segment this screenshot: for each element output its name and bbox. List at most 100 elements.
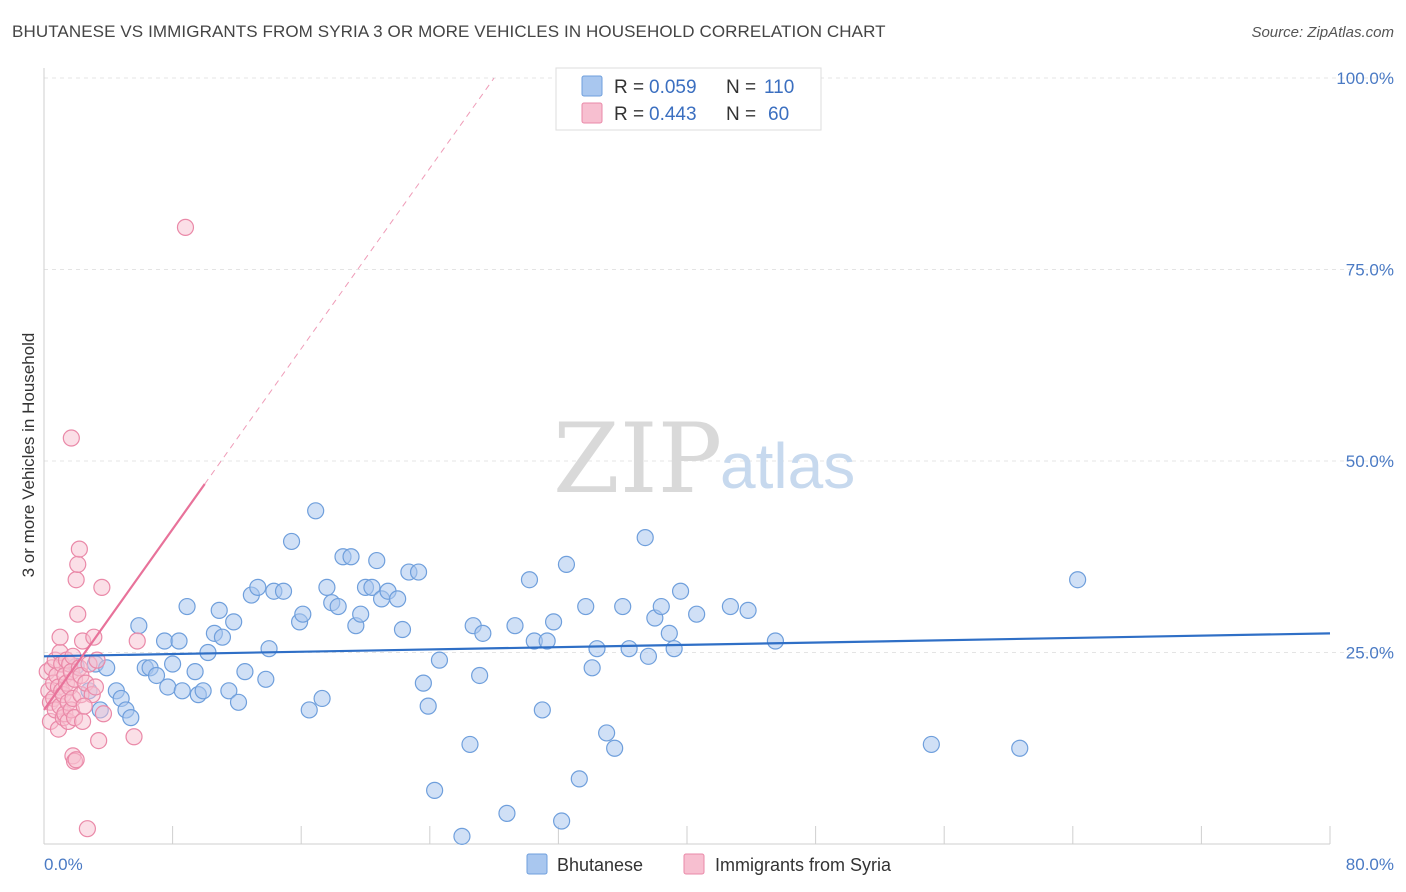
bhutanese-point-97 bbox=[1069, 571, 1087, 589]
bhutanese-point-77 bbox=[583, 659, 601, 677]
bhutanese-point-29 bbox=[236, 663, 254, 681]
watermark: ZIP atlas bbox=[553, 403, 855, 515]
legend-swatch-pink bbox=[581, 102, 603, 124]
bhutanese-point-27 bbox=[225, 613, 243, 631]
bhutanese-point-13 bbox=[155, 632, 174, 650]
bhutanese-point-19 bbox=[186, 663, 204, 681]
bhutanese-point-67 bbox=[506, 617, 524, 635]
bhutanese-point-61 bbox=[430, 651, 449, 669]
bhutanese-point-71 bbox=[538, 632, 556, 650]
syria-point-32 bbox=[62, 429, 80, 447]
legend-r-value-2: 0.443 bbox=[649, 104, 697, 125]
syria-points bbox=[38, 218, 195, 838]
bhutanese-point-58 bbox=[414, 674, 432, 692]
syria-trend-extension bbox=[204, 77, 495, 485]
legend-swatch-blue bbox=[581, 75, 603, 97]
bhutanese-point-25 bbox=[213, 628, 232, 646]
bottom-legend-swatch-blue bbox=[526, 853, 548, 875]
y-axis-tick-labels: 25.0% 50.0% 75.0% 100.0% bbox=[1336, 69, 1394, 663]
bhutanese-point-75 bbox=[570, 770, 588, 788]
bhutanese-point-93 bbox=[766, 632, 785, 650]
syria-point-54 bbox=[125, 728, 143, 746]
y-tick-label-25: 25.0% bbox=[1346, 644, 1394, 663]
bhutanese-point-33 bbox=[260, 640, 278, 658]
syria-point-52 bbox=[93, 578, 111, 596]
syria-point-39 bbox=[70, 540, 88, 558]
bhutanese-points bbox=[67, 502, 1087, 845]
bhutanese-point-91 bbox=[721, 597, 740, 616]
bhutanese-point-41 bbox=[313, 689, 331, 708]
y-tick-label-75: 75.0% bbox=[1346, 261, 1394, 280]
bhutanese-point-24 bbox=[210, 601, 228, 619]
legend-n-value-1: 110 bbox=[764, 77, 794, 98]
syria-trend-line bbox=[43, 483, 206, 711]
bhutanese-point-32 bbox=[257, 670, 275, 688]
syria-point-51 bbox=[90, 731, 108, 750]
series-legend: Bhutanese Immigrants from Syria bbox=[526, 853, 892, 875]
bhutanese-point-12 bbox=[147, 666, 166, 685]
y-tick-label-50: 50.0% bbox=[1346, 452, 1394, 471]
legend-r-label-1: R = bbox=[614, 77, 644, 98]
bhutanese-point-74 bbox=[557, 555, 576, 574]
bhutanese-point-51 bbox=[368, 551, 386, 570]
bhutanese-point-62 bbox=[461, 735, 479, 754]
bhutanese-point-46 bbox=[342, 548, 360, 566]
bhutanese-point-83 bbox=[636, 528, 654, 547]
bhutanese-point-15 bbox=[164, 655, 182, 673]
bhutanese-point-90 bbox=[688, 605, 706, 623]
bhutanese-point-94 bbox=[453, 827, 471, 845]
legend-n-label-2: N = bbox=[726, 104, 756, 125]
bhutanese-point-26 bbox=[220, 682, 238, 700]
bhutanese-point-39 bbox=[300, 701, 318, 719]
gridlines bbox=[44, 77, 1394, 653]
bhutanese-point-81 bbox=[614, 597, 632, 616]
source-label: Source: ZipAtlas.com bbox=[1251, 24, 1394, 41]
syria-point-38 bbox=[69, 605, 87, 623]
bhutanese-point-36 bbox=[282, 532, 301, 551]
legend-n-value-2: 60 bbox=[768, 104, 789, 125]
bhutanese-point-70 bbox=[533, 701, 551, 719]
bhutanese-point-42 bbox=[318, 578, 336, 596]
bhutanese-point-59 bbox=[419, 697, 437, 715]
bottom-legend-swatch-pink bbox=[683, 853, 705, 875]
bhutanese-point-86 bbox=[652, 597, 670, 616]
bhutanese-point-8 bbox=[122, 709, 140, 727]
legend-r-label-2: R = bbox=[614, 104, 644, 125]
trend-lines bbox=[43, 77, 1331, 711]
bottom-legend-label-bhutanese: Bhutanese bbox=[557, 855, 643, 875]
bhutanese-point-64 bbox=[471, 666, 489, 685]
syria-point-44 bbox=[73, 712, 92, 731]
bhutanese-trend-line bbox=[43, 632, 1331, 658]
y-axis-label: 3 or more Vehicles in Household bbox=[19, 333, 38, 578]
bhutanese-point-31 bbox=[249, 578, 267, 596]
x-axis-ticks bbox=[43, 826, 1331, 844]
correlation-legend: R = 0.059 N = 110 R = 0.443 N = 60 bbox=[555, 67, 822, 131]
bhutanese-point-35 bbox=[274, 582, 293, 600]
syria-point-59 bbox=[51, 628, 69, 646]
syria-point-37 bbox=[69, 555, 87, 574]
watermark-atlas: atlas bbox=[720, 430, 855, 502]
bhutanese-point-87 bbox=[660, 624, 678, 642]
bhutanese-point-18 bbox=[178, 597, 196, 616]
bhutanese-point-48 bbox=[352, 605, 370, 623]
bhutanese-point-82 bbox=[620, 640, 638, 658]
bhutanese-point-55 bbox=[393, 620, 412, 639]
bhutanese-point-96 bbox=[1011, 739, 1029, 757]
bhutanese-point-84 bbox=[639, 647, 658, 665]
bhutanese-point-16 bbox=[170, 632, 188, 650]
bhutanese-point-72 bbox=[544, 613, 563, 631]
bhutanese-point-17 bbox=[173, 682, 191, 700]
syria-point-56 bbox=[176, 218, 195, 236]
bhutanese-point-21 bbox=[194, 682, 212, 700]
bhutanese-point-38 bbox=[294, 605, 312, 623]
bhutanese-point-60 bbox=[426, 781, 444, 799]
bhutanese-point-50 bbox=[363, 578, 381, 596]
bhutanese-point-80 bbox=[606, 739, 624, 757]
bhutanese-point-89 bbox=[671, 582, 690, 600]
bhutanese-point-88 bbox=[665, 640, 683, 658]
bhutanese-point-65 bbox=[474, 624, 492, 642]
bhutanese-point-28 bbox=[229, 693, 248, 711]
bhutanese-point-79 bbox=[598, 724, 616, 742]
bhutanese-point-95 bbox=[922, 735, 940, 754]
syria-point-53 bbox=[94, 705, 113, 723]
